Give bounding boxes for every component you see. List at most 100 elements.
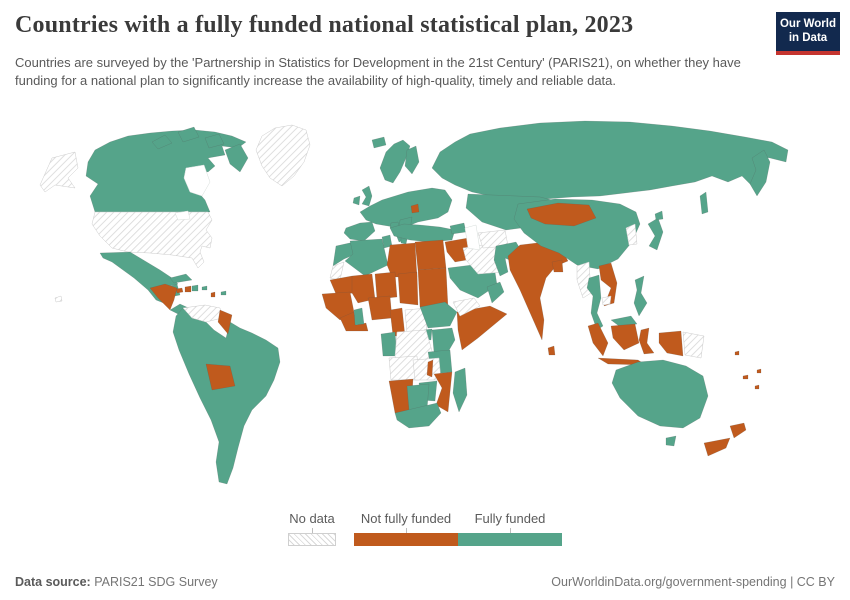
region-moldova[interactable] bbox=[410, 203, 420, 214]
region-greenland[interactable] bbox=[255, 124, 311, 187]
footer-citation-link[interactable]: OurWorldinData.org/government-spending |… bbox=[551, 575, 835, 589]
region-west-africa-coast[interactable] bbox=[339, 311, 369, 332]
region-south-america[interactable] bbox=[172, 307, 281, 485]
region-south-africa[interactable] bbox=[394, 402, 442, 429]
region-haiti[interactable] bbox=[184, 285, 192, 293]
region-bangladesh[interactable] bbox=[551, 259, 564, 273]
region-mongolia[interactable] bbox=[526, 202, 597, 227]
region-niger[interactable] bbox=[374, 271, 398, 300]
region-bolivia[interactable] bbox=[205, 363, 236, 391]
legend-item-no-data[interactable]: No data bbox=[288, 511, 336, 546]
region-jamaica[interactable] bbox=[175, 287, 184, 294]
region-new-caledonia[interactable] bbox=[754, 384, 760, 390]
legend-tick bbox=[405, 528, 407, 533]
region-new-zealand-south[interactable] bbox=[703, 437, 731, 457]
region-kalimantan[interactable] bbox=[610, 323, 640, 351]
region-ireland[interactable] bbox=[352, 195, 361, 206]
region-ethiopia[interactable] bbox=[419, 301, 458, 329]
region-iberia[interactable] bbox=[343, 221, 376, 242]
region-sulawesi[interactable] bbox=[638, 327, 655, 355]
region-guyana[interactable] bbox=[217, 309, 233, 335]
region-arctic-island-2[interactable] bbox=[177, 126, 200, 143]
region-papua-new-guinea[interactable] bbox=[682, 331, 705, 359]
region-mali[interactable] bbox=[351, 273, 376, 304]
region-sakhalin[interactable] bbox=[699, 191, 709, 215]
region-finland[interactable] bbox=[404, 145, 420, 175]
region-japan[interactable] bbox=[647, 217, 664, 251]
region-puerto-rico[interactable] bbox=[201, 285, 208, 291]
owid-logo-line1: Our World bbox=[779, 18, 836, 30]
owid-logo[interactable]: Our World in Data bbox=[776, 12, 840, 55]
region-laos-vietnam[interactable] bbox=[598, 262, 618, 307]
region-yemen[interactable] bbox=[452, 297, 481, 317]
region-alaska[interactable] bbox=[39, 151, 79, 193]
region-ghana[interactable] bbox=[353, 307, 365, 326]
region-trinidad[interactable] bbox=[220, 290, 227, 296]
region-australia[interactable] bbox=[611, 359, 709, 429]
region-kenya[interactable] bbox=[431, 327, 456, 353]
page-title: Countries with a fully funded national s… bbox=[15, 12, 634, 38]
legend-swatch-no-data bbox=[288, 533, 336, 546]
region-india[interactable] bbox=[507, 241, 569, 341]
region-united-kingdom[interactable] bbox=[361, 185, 373, 207]
region-great-lakes bbox=[174, 210, 191, 221]
region-nigeria[interactable] bbox=[367, 295, 393, 321]
region-dominican-republic[interactable] bbox=[191, 284, 199, 292]
region-caucasus[interactable] bbox=[449, 222, 467, 235]
region-sri-lanka[interactable] bbox=[547, 345, 556, 356]
region-algeria[interactable] bbox=[344, 238, 389, 277]
region-central-america-north[interactable] bbox=[149, 283, 178, 311]
world-map[interactable] bbox=[0, 0, 850, 520]
legend-label-no-data: No data bbox=[289, 511, 335, 526]
region-malawi[interactable] bbox=[426, 359, 434, 378]
region-kamchatka[interactable] bbox=[749, 149, 771, 197]
region-cambodia[interactable] bbox=[601, 295, 612, 306]
legend-swatch-not-fully-funded bbox=[354, 533, 458, 546]
region-fiji[interactable] bbox=[742, 374, 749, 380]
region-lesser-antilles[interactable] bbox=[210, 291, 216, 298]
region-arctic-island-1[interactable] bbox=[151, 134, 173, 150]
region-oman[interactable] bbox=[486, 281, 505, 304]
legend-label-fully-funded: Fully funded bbox=[474, 511, 546, 526]
legend-tick bbox=[311, 528, 313, 533]
region-sumatra[interactable] bbox=[587, 322, 609, 357]
region-hudson-bay bbox=[183, 164, 211, 197]
legend-item-fully-funded[interactable]: Fully funded bbox=[458, 511, 562, 546]
region-hawaii[interactable] bbox=[54, 295, 63, 303]
region-korea[interactable] bbox=[625, 223, 638, 246]
region-west-papua[interactable] bbox=[658, 330, 684, 357]
region-libya[interactable] bbox=[386, 242, 418, 278]
region-arctic-island-3[interactable] bbox=[204, 133, 225, 149]
region-cuba[interactable] bbox=[169, 273, 193, 284]
legend-swatch-fully-funded bbox=[458, 533, 562, 546]
region-western-sahara[interactable] bbox=[329, 261, 345, 281]
region-madagascar[interactable] bbox=[452, 367, 468, 413]
owid-logo-line2: in Data bbox=[788, 31, 828, 44]
region-vanuatu[interactable] bbox=[756, 368, 762, 374]
region-myanmar[interactable] bbox=[576, 261, 592, 299]
region-iceland[interactable] bbox=[371, 136, 387, 149]
region-new-zealand-north[interactable] bbox=[729, 422, 747, 439]
region-tasmania[interactable] bbox=[665, 435, 677, 447]
footer-source: Data source: PARIS21 SDG Survey bbox=[15, 575, 218, 589]
region-mozambique[interactable] bbox=[433, 371, 453, 413]
region-thailand[interactable] bbox=[586, 274, 604, 331]
region-russia[interactable] bbox=[431, 120, 789, 200]
region-chad[interactable] bbox=[397, 271, 419, 306]
region-egypt[interactable] bbox=[414, 239, 447, 271]
region-gabon-congo[interactable] bbox=[380, 331, 398, 357]
region-united-states[interactable] bbox=[91, 211, 213, 269]
region-turkey[interactable] bbox=[389, 223, 456, 243]
region-europe-mainland[interactable] bbox=[359, 187, 453, 229]
region-malaysia-borneo[interactable] bbox=[610, 315, 638, 327]
legend-item-not-fully-funded[interactable]: Not fully funded bbox=[354, 511, 458, 546]
footer: Data source: PARIS21 SDG Survey OurWorld… bbox=[0, 575, 850, 589]
map-legend: No data Not fully funded Fully funded bbox=[288, 511, 562, 546]
region-solomon-islands[interactable] bbox=[734, 350, 740, 356]
region-philippines[interactable] bbox=[633, 275, 648, 317]
region-baffin-island[interactable] bbox=[224, 143, 249, 173]
region-sudan[interactable] bbox=[417, 267, 449, 308]
page-subtitle: Countries are surveyed by the 'Partnersh… bbox=[15, 55, 741, 89]
region-somalia[interactable] bbox=[456, 305, 508, 351]
region-hokkaido[interactable] bbox=[654, 210, 664, 221]
